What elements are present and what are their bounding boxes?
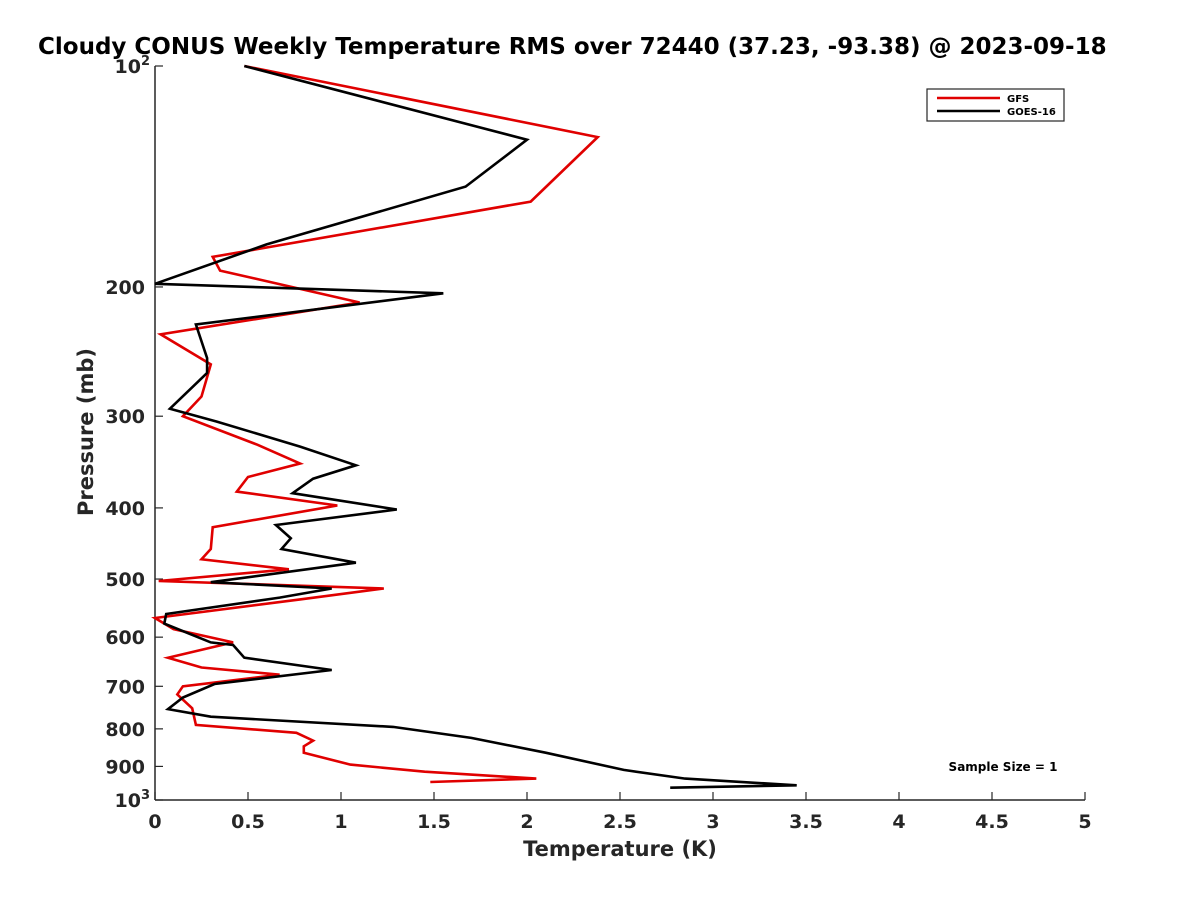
y-tick-exponent: 3 [141,788,150,803]
x-axis-label: Temperature (K) [523,837,717,861]
chart-title: Cloudy CONUS Weekly Temperature RMS over… [38,34,1107,60]
legend-label: GFS [1007,94,1029,105]
x-tick-label: 0.5 [231,811,265,833]
plot-area: 0 0.5 1 1.5 2 2.5 3 3.5 4 4.5 510 22003004005006007… [105,54,1091,833]
sample-size-annotation: Sample Size = 1 [949,760,1058,774]
x-tick-label: 1 [334,811,347,833]
x-tick-label: 2.5 [603,811,637,833]
x-tick-label: 3.5 [789,811,823,833]
y-tick-label: 800 [105,719,145,741]
x-tick-label: 4 [892,811,905,833]
y-tick-label: 700 [105,676,145,698]
x-tick-label: 4.5 [975,811,1009,833]
y-tick-label: 10 [115,56,141,78]
y-axis-label: Pressure (mb) [74,348,98,516]
x-tick-label: 1.5 [417,811,451,833]
legend: GFS GOES-16 [926,88,1065,122]
x-tick-label: 3 [706,811,719,833]
x-tick-label: 5 [1078,811,1091,833]
y-tick-label: 400 [105,498,145,520]
legend-box [926,88,1065,122]
y-tick-exponent: 2 [141,54,150,69]
series-line-gfs [151,64,601,784]
y-tick-label: 10 [115,790,141,812]
y-tick-label: 500 [105,569,145,591]
series-line-goes-16 [154,64,797,789]
x-tick-label: 0 [148,811,161,833]
legend-label: GOES-16 [1007,107,1056,118]
y-tick-label: 900 [105,756,145,778]
y-tick-label: 300 [105,406,145,428]
y-tick-label: 600 [105,627,145,649]
x-tick-label: 2 [520,811,533,833]
y-tick-label: 200 [105,277,145,299]
